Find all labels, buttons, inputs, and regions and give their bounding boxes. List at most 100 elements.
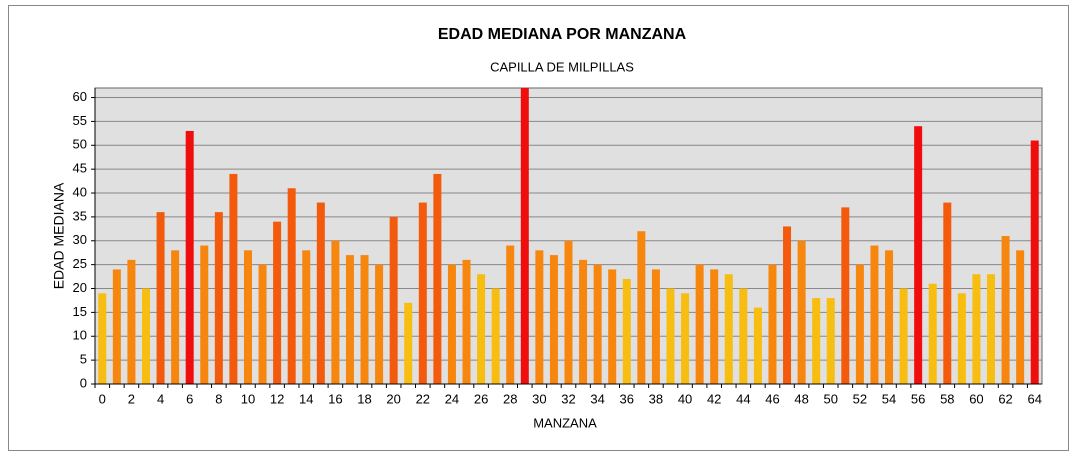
bar — [1001, 236, 1010, 384]
x-tick-label: 56 — [911, 391, 925, 406]
x-tick-label: 64 — [1027, 391, 1041, 406]
x-tick-label: 6 — [186, 391, 193, 406]
x-tick-label: 58 — [940, 391, 954, 406]
bar — [316, 202, 325, 384]
x-tick-label: 38 — [649, 391, 663, 406]
x-tick-label: 26 — [474, 391, 488, 406]
bar — [841, 207, 850, 384]
bar — [739, 288, 748, 384]
x-tick-label: 40 — [678, 391, 692, 406]
x-axis-label: MANZANA — [533, 415, 597, 430]
x-tick-label: 50 — [824, 391, 838, 406]
x-tick-label: 60 — [969, 391, 983, 406]
bar — [549, 255, 558, 384]
bar — [506, 245, 515, 384]
bar — [564, 240, 573, 384]
bar — [141, 288, 150, 384]
bar — [112, 269, 121, 384]
x-tick-label: 10 — [241, 391, 255, 406]
x-tick-label: 32 — [561, 391, 575, 406]
x-tick-label: 2 — [128, 391, 135, 406]
y-axis-label: EDAD MEDIANA — [51, 182, 67, 289]
bar — [1030, 140, 1039, 384]
bar — [98, 293, 107, 384]
x-tick-label: 34 — [590, 391, 604, 406]
y-tick-label: 55 — [73, 113, 87, 128]
bar — [622, 278, 631, 384]
bar — [695, 264, 704, 384]
bar — [200, 245, 209, 384]
x-tick-label: 16 — [328, 391, 342, 406]
bar — [724, 274, 733, 384]
y-tick-label: 60 — [73, 89, 87, 104]
bar — [185, 130, 194, 384]
bar — [826, 298, 835, 384]
bar — [433, 173, 442, 384]
x-tick-label: 0 — [99, 391, 106, 406]
x-tick-label: 42 — [707, 391, 721, 406]
y-tick-label: 10 — [73, 328, 87, 343]
y-tick-label: 0 — [80, 375, 87, 390]
y-tick-label: 5 — [80, 352, 87, 367]
bar — [214, 212, 223, 384]
x-tick-label: 30 — [532, 391, 546, 406]
bar — [928, 283, 937, 384]
x-tick-label: 18 — [357, 391, 371, 406]
bar — [156, 212, 165, 384]
bar — [491, 288, 500, 384]
x-tick-label: 28 — [503, 391, 517, 406]
bar — [389, 216, 398, 384]
bar — [535, 250, 544, 384]
bar — [520, 88, 529, 384]
y-tick-label: 15 — [73, 304, 87, 319]
y-tick-label: 50 — [73, 137, 87, 152]
x-tick-label: 4 — [157, 391, 164, 406]
bar — [972, 274, 981, 384]
bar — [345, 255, 354, 384]
y-tick-label: 40 — [73, 184, 87, 199]
bar — [870, 245, 879, 384]
bar — [579, 259, 588, 384]
bar — [1016, 250, 1025, 384]
bar — [666, 288, 675, 384]
bar — [651, 269, 660, 384]
x-tick-label: 22 — [416, 391, 430, 406]
bar — [885, 250, 894, 384]
chart-title: EDAD MEDIANA POR MANZANA — [438, 26, 687, 43]
x-tick-label: 48 — [794, 391, 808, 406]
bar — [593, 264, 602, 384]
y-tick-label: 25 — [73, 256, 87, 271]
bar — [681, 293, 690, 384]
bar — [783, 226, 792, 384]
bar — [797, 240, 806, 384]
bar — [447, 264, 456, 384]
x-tick-label: 62 — [998, 391, 1012, 406]
x-tick-label: 54 — [882, 391, 896, 406]
bar — [987, 274, 996, 384]
bar — [855, 264, 864, 384]
bar — [243, 250, 252, 384]
x-tick-label: 20 — [386, 391, 400, 406]
bar — [127, 259, 136, 384]
bar — [404, 302, 413, 384]
bar — [768, 264, 777, 384]
bar — [914, 126, 923, 385]
bar — [812, 298, 821, 384]
x-tick-label: 8 — [215, 391, 222, 406]
x-tick-label: 36 — [620, 391, 634, 406]
bar — [171, 250, 180, 384]
x-tick-label: 46 — [765, 391, 779, 406]
x-tick-label: 14 — [299, 391, 313, 406]
x-tick-label: 44 — [736, 391, 750, 406]
bar — [375, 264, 384, 384]
bar — [710, 269, 719, 384]
bar — [899, 288, 908, 384]
bar — [302, 250, 311, 384]
bar — [753, 307, 762, 384]
bar — [229, 173, 238, 384]
bar — [273, 221, 282, 384]
bar — [331, 240, 340, 384]
bar — [287, 188, 296, 384]
y-tick-label: 45 — [73, 161, 87, 176]
